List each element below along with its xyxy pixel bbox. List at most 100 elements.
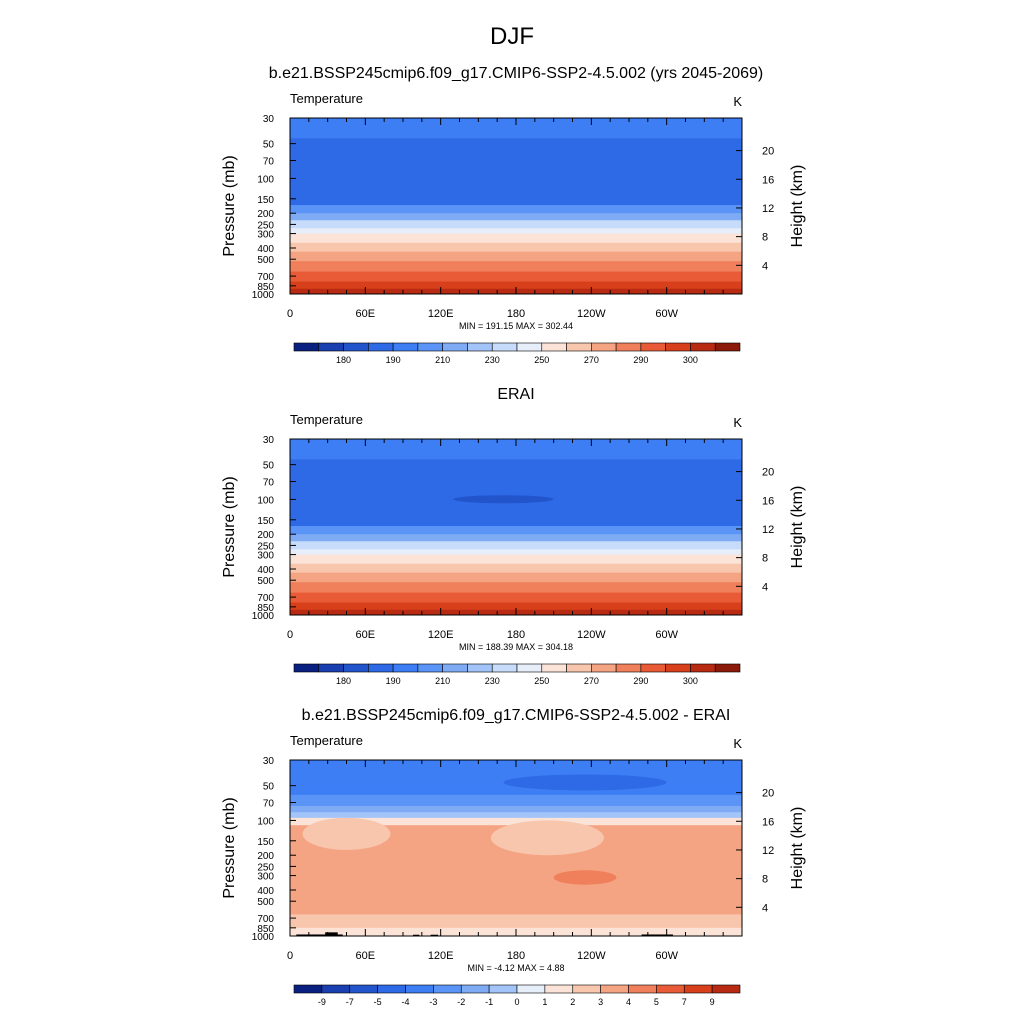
contour-band — [290, 805, 742, 813]
contour-band — [290, 905, 742, 915]
colorbar-label: 4 — [626, 997, 631, 1007]
colorbar-label: 250 — [534, 355, 549, 365]
colorbar-label: 3 — [598, 997, 603, 1007]
height-axis-title: Height (km) — [789, 486, 806, 569]
pressure-tick-label: 70 — [263, 157, 275, 168]
panel-title: b.e21.BSSP245cmip6.f09_g17.CMIP6-SSP2-4.… — [269, 65, 764, 82]
pressure-tick-label: 400 — [257, 565, 274, 576]
height-tick-label: 20 — [762, 788, 774, 800]
colorbar-swatch — [714, 663, 741, 673]
contour-band — [290, 541, 742, 550]
contour-feature — [302, 817, 391, 850]
colorbar-label: 5 — [654, 997, 659, 1007]
colorbar-label: 7 — [682, 997, 687, 1007]
stats-label: MIN = 188.39 MAX = 304.18 — [459, 642, 573, 652]
height-tick-label: 20 — [762, 146, 774, 158]
colorbar-label: 210 — [435, 355, 450, 365]
plot-area — [290, 760, 742, 936]
colorbar-swatch — [442, 663, 468, 673]
lon-tick-label: 180 — [507, 308, 525, 320]
pressure-tick-label: 200 — [257, 530, 274, 541]
pressure-tick-label: 50 — [263, 782, 275, 793]
colorbar-label: 270 — [584, 355, 599, 365]
lon-tick-label: 60W — [655, 308, 678, 320]
colorbar-swatch — [572, 984, 601, 994]
colorbar-swatch — [488, 984, 518, 994]
plot-area — [290, 439, 742, 615]
panel-title: ERAI — [497, 386, 534, 403]
lon-tick-label: 60E — [356, 629, 376, 641]
lon-tick-label: 0 — [287, 629, 293, 641]
pressure-tick-label: 700 — [257, 914, 274, 925]
colorbar-swatch — [392, 663, 419, 673]
colorbar-label: 190 — [386, 676, 401, 686]
topography-mask — [325, 932, 338, 936]
colorbar-swatch — [541, 342, 567, 352]
contour-band — [290, 534, 742, 542]
lon-tick-label: 120W — [577, 629, 606, 641]
colorbar-swatch — [516, 342, 543, 352]
colorbar-swatch — [640, 663, 666, 673]
height-tick-label: 20 — [762, 467, 774, 479]
pressure-tick-label: 1000 — [252, 932, 275, 943]
height-tick-label: 4 — [762, 902, 768, 914]
contour-band — [290, 526, 742, 535]
pressure-tick-label: 500 — [257, 897, 274, 908]
contour-band — [290, 812, 742, 819]
height-tick-label: 12 — [762, 203, 774, 215]
pressure-tick-label: 1000 — [252, 290, 275, 301]
height-tick-label: 16 — [762, 495, 774, 507]
pressure-tick-label: 700 — [257, 272, 274, 283]
contour-band — [290, 914, 742, 929]
colorbar-label: 210 — [435, 676, 450, 686]
colorbar-swatch — [293, 663, 320, 673]
lon-tick-label: 120E — [428, 629, 454, 641]
colorbar-swatch — [368, 663, 394, 673]
contour-feature — [453, 495, 554, 504]
lon-tick-label: 120E — [428, 950, 454, 962]
colorbar-label: 9 — [710, 997, 715, 1007]
units-label: K — [733, 415, 742, 430]
topography-mask — [413, 934, 420, 936]
height-tick-label: 4 — [762, 581, 768, 593]
colorbar-swatch — [293, 342, 320, 352]
pressure-tick-label: 30 — [263, 114, 275, 125]
colorbar-label: 180 — [336, 355, 351, 365]
chart-panel-3: b.e21.BSSP245cmip6.f09_g17.CMIP6-SSP2-4.… — [221, 707, 806, 1007]
pressure-tick-label: 100 — [257, 816, 274, 827]
colorbar-label: -3 — [429, 997, 437, 1007]
colorbar-swatch — [541, 663, 567, 673]
pressure-tick-label: 100 — [257, 174, 274, 185]
pressure-tick-label: 70 — [263, 478, 275, 489]
colorbar-swatch — [321, 984, 351, 994]
colorbar-swatch — [318, 342, 344, 352]
pressure-tick-label: 100 — [257, 495, 274, 506]
pressure-axis-title: Pressure (mb) — [221, 476, 238, 577]
pressure-tick-label: 30 — [263, 435, 275, 446]
colorbar-label: -4 — [401, 997, 409, 1007]
pressure-tick-label: 250 — [257, 862, 274, 873]
colorbar-swatch — [417, 342, 443, 352]
colorbar-swatch — [665, 342, 691, 352]
pressure-tick-label: 250 — [257, 220, 274, 231]
colorbar-label: 230 — [485, 355, 500, 365]
height-tick-label: 8 — [762, 874, 768, 886]
colorbar-swatch — [377, 984, 406, 994]
plot-area — [290, 118, 742, 294]
lon-tick-label: 0 — [287, 950, 293, 962]
contour-band — [290, 271, 742, 283]
contour-band — [290, 519, 742, 527]
lon-tick-label: 180 — [507, 629, 525, 641]
colorbar-label: -7 — [346, 997, 354, 1007]
contour-band — [290, 563, 742, 574]
colorbar-label: 180 — [336, 676, 351, 686]
field-label: Temperature — [290, 733, 363, 748]
pressure-tick-label: 50 — [263, 461, 275, 472]
pressure-tick-label: 400 — [257, 244, 274, 255]
stats-label: MIN = 191.15 MAX = 302.44 — [459, 321, 573, 331]
contour-band — [290, 213, 742, 221]
pressure-tick-label: 1000 — [252, 611, 275, 622]
contour-band — [290, 582, 742, 594]
pressure-axis-title: Pressure (mb) — [221, 155, 238, 256]
colorbar-label: 300 — [683, 355, 698, 365]
